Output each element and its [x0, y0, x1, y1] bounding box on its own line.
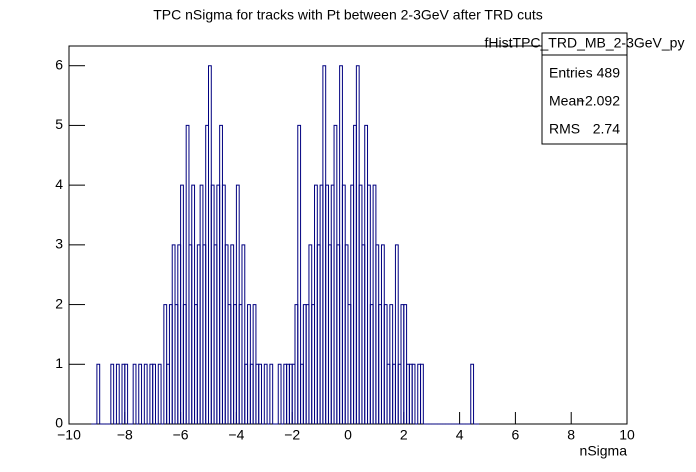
chart-title: TPC nSigma for tracks with Pt between 2-…: [153, 7, 543, 23]
y-tick-label: 5: [55, 116, 63, 132]
x-tick-label: −8: [117, 427, 133, 443]
bar: [138, 363, 143, 424]
bar: [157, 363, 162, 424]
y-tick-label: 2: [55, 295, 63, 311]
x-tick-label: −4: [228, 427, 244, 443]
stats-title: fHistTPC_TRD_MB_2-3GeV_py: [485, 35, 685, 51]
y-tick-label: 1: [55, 355, 63, 371]
bar: [269, 363, 274, 424]
stats-box: [541, 32, 628, 145]
bar: [263, 363, 268, 424]
bar: [411, 363, 416, 424]
x-tick-label: −2: [284, 427, 300, 443]
bar: [115, 363, 120, 424]
bar: [241, 244, 246, 424]
x-tick-label: −10: [57, 427, 81, 443]
bar: [110, 363, 115, 424]
x-tick-label: 0: [344, 427, 352, 443]
stats-value: −2.092: [577, 93, 620, 109]
stats-label: Mean: [549, 93, 584, 109]
bar: [297, 124, 302, 424]
bar: [143, 363, 148, 424]
bar: [420, 363, 424, 424]
x-tick-label: 8: [567, 427, 575, 443]
x-tick-label: 2: [400, 427, 408, 443]
bar: [152, 363, 156, 424]
x-tick-label: 6: [512, 427, 520, 443]
stats-value: 489: [597, 65, 621, 81]
stats-value: 2.74: [593, 121, 620, 137]
x-tick-label: 4: [456, 427, 464, 443]
y-tick-label: 3: [55, 236, 63, 252]
y-tick-label: 4: [55, 176, 63, 192]
bar: [258, 363, 263, 424]
stats-label: Entries: [549, 65, 593, 81]
bar: [132, 363, 137, 424]
bar: [470, 363, 475, 424]
bar: [124, 363, 129, 424]
x-tick-label: 10: [619, 427, 635, 443]
x-axis-label: nSigma: [580, 443, 628, 459]
x-tick-label: −6: [173, 427, 189, 443]
bar: [277, 363, 282, 424]
stats-label: RMS: [549, 121, 580, 137]
y-tick-label: 6: [55, 56, 63, 72]
bar: [96, 363, 101, 424]
y-tick-label: 0: [55, 415, 63, 431]
bar: [394, 244, 399, 424]
